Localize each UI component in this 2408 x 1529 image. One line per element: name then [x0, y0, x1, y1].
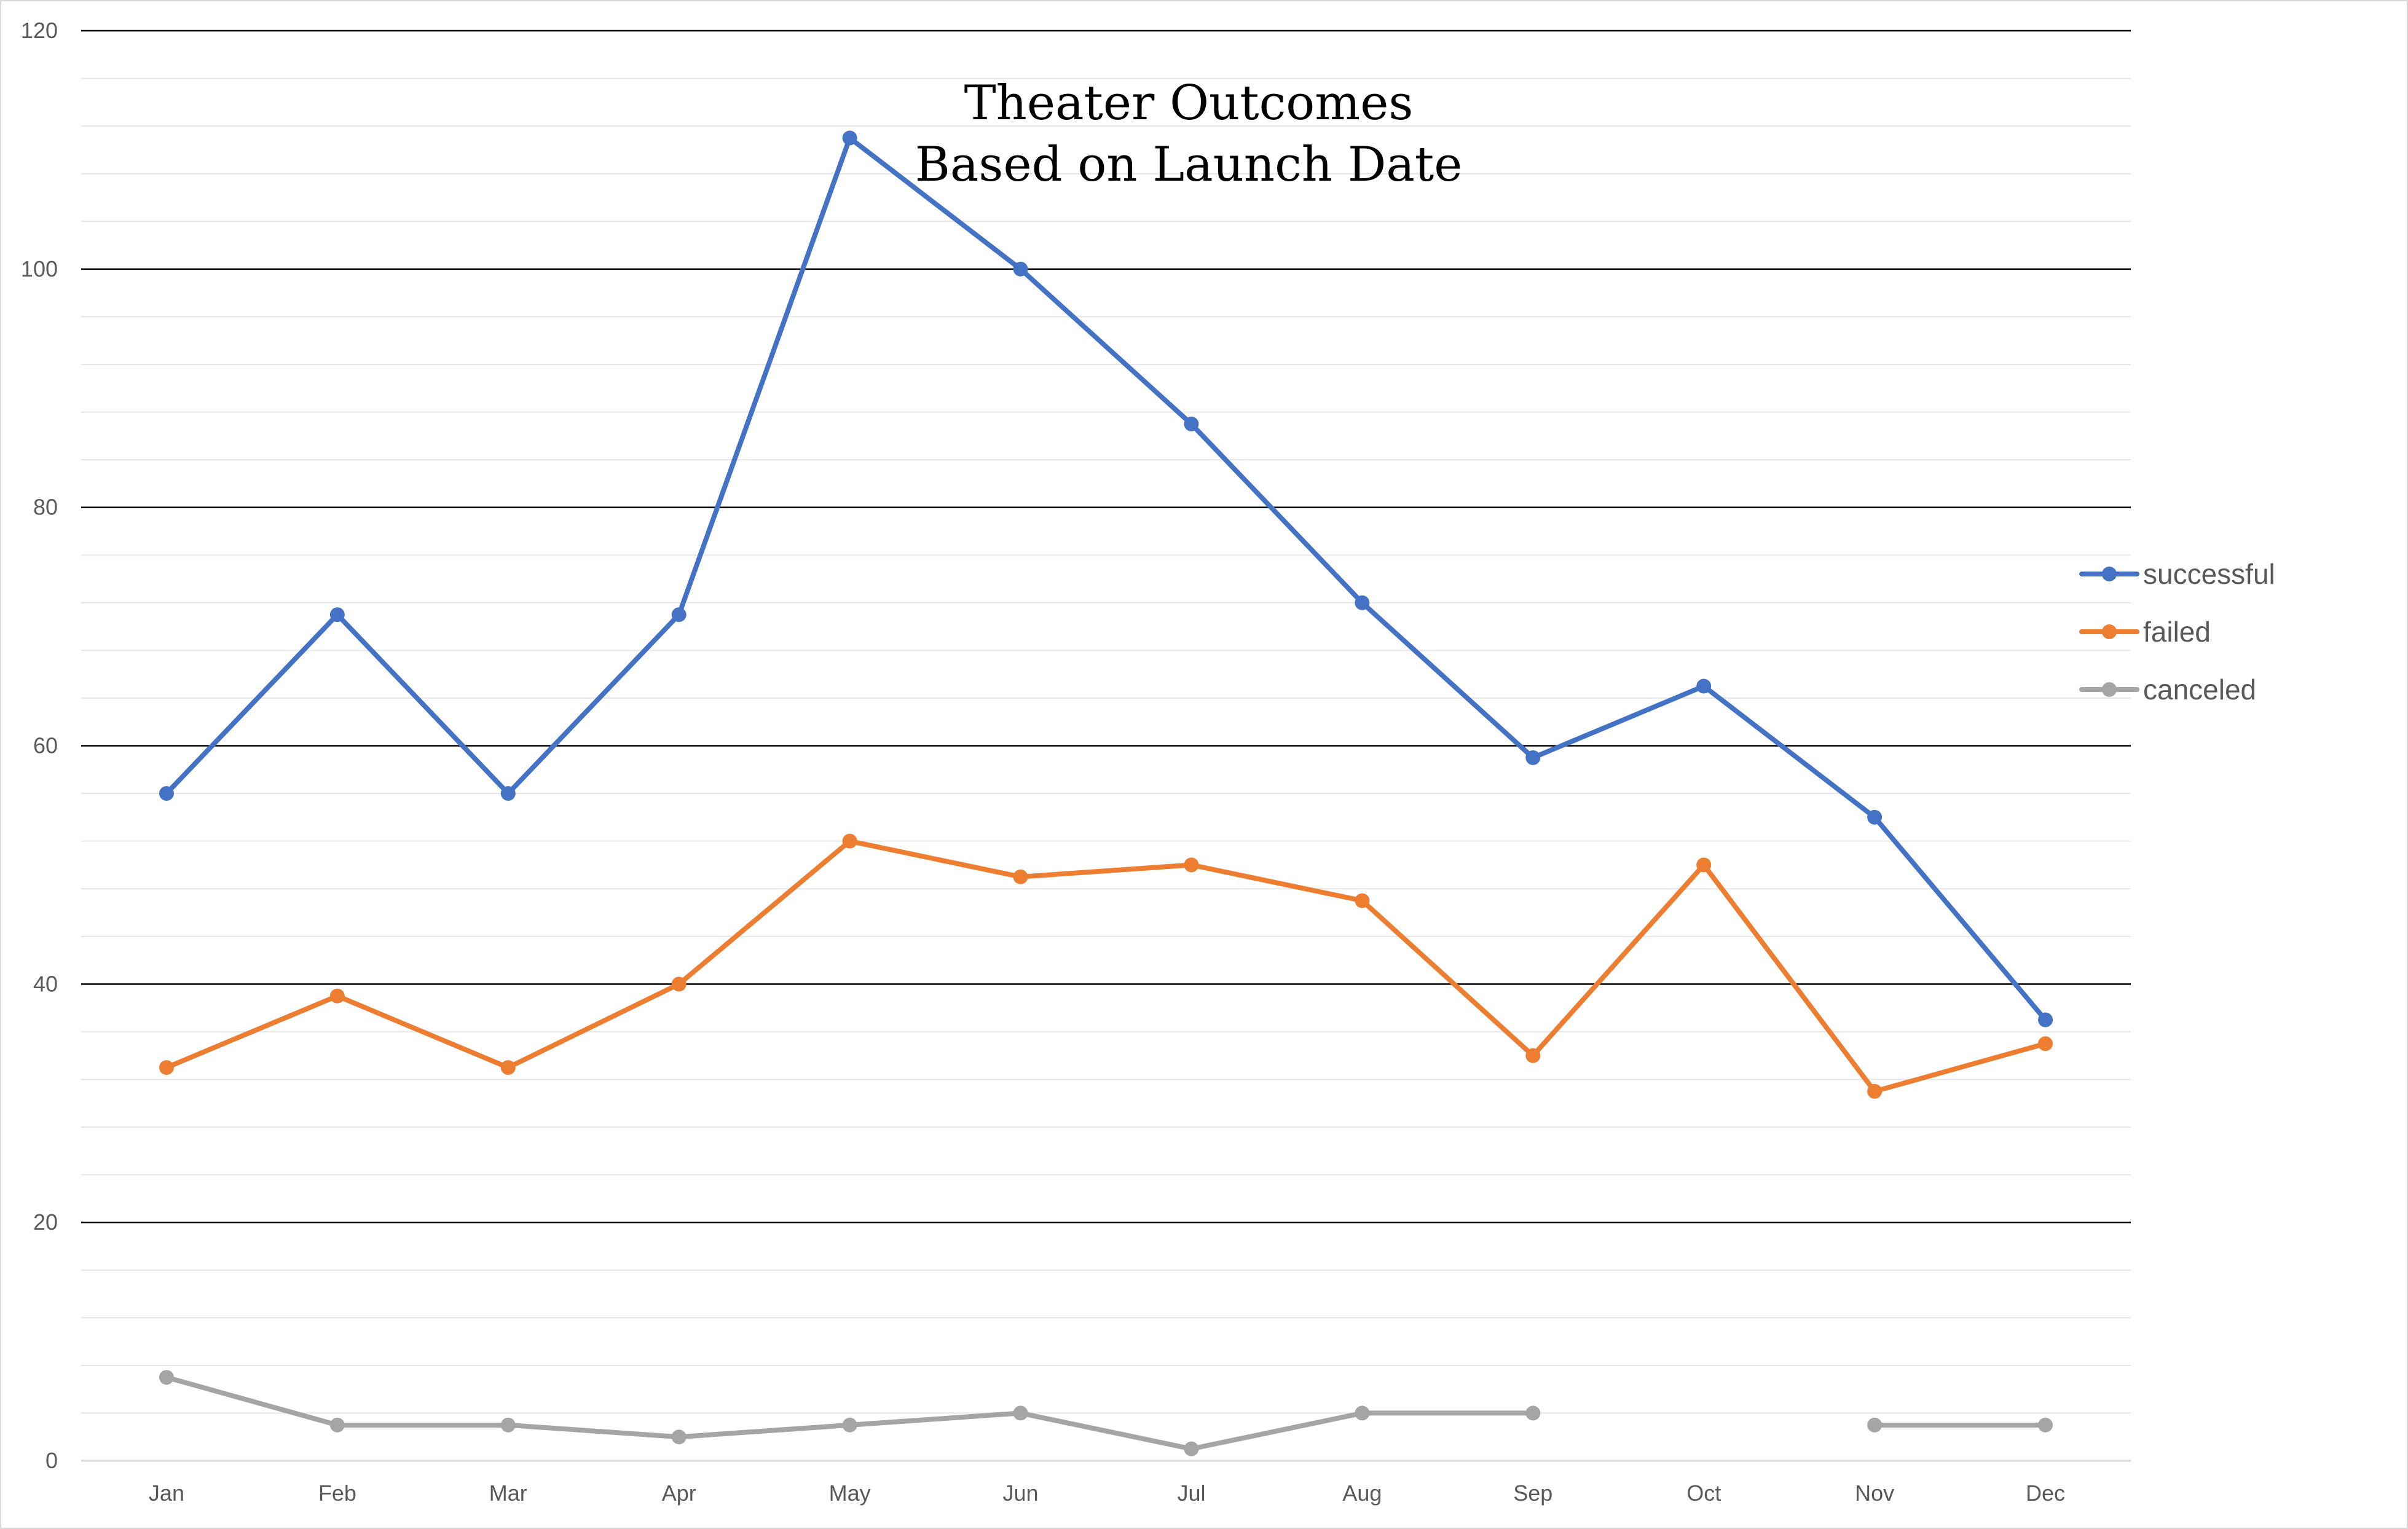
legend-label: successful: [2143, 558, 2275, 590]
x-tick-label: Mar: [489, 1480, 527, 1506]
data-point-failed: [329, 988, 345, 1004]
data-point-successful: [1525, 750, 1541, 765]
series-line-successful: [163, 135, 2048, 1023]
data-point-successful: [159, 786, 174, 801]
data-point-canceled: [2038, 1417, 2053, 1433]
chart-title-line-1: Theater Outcomes: [964, 76, 1414, 131]
data-point-canceled: [1867, 1417, 1883, 1433]
data-point-canceled: [1355, 1405, 1370, 1421]
y-axis-tick-labels: 0 20 40 60 80 100 120: [21, 18, 58, 1473]
x-tick-label: Jun: [1003, 1480, 1039, 1506]
y-tick-label: 100: [21, 256, 58, 281]
data-point-canceled: [1525, 1405, 1541, 1421]
x-tick-label: Sep: [1513, 1480, 1552, 1506]
x-tick-label: Jan: [149, 1480, 184, 1506]
data-point-failed: [159, 1060, 174, 1075]
x-tick-label: Aug: [1342, 1480, 1382, 1506]
data-point-failed: [2038, 1036, 2053, 1051]
x-tick-label: Nov: [1855, 1480, 1894, 1506]
data-point-successful: [671, 607, 687, 623]
y-tick-label: 20: [33, 1209, 58, 1235]
data-point-failed: [1696, 857, 1712, 873]
data-point-canceled: [159, 1370, 174, 1385]
chart-title: Theater Outcomes Based on Launch Date: [915, 76, 1463, 192]
x-tick-label: Apr: [662, 1480, 696, 1506]
legend-marker: [2102, 567, 2117, 581]
data-point-canceled: [671, 1429, 687, 1445]
data-point-successful: [2038, 1012, 2053, 1028]
series-successful: [159, 130, 2053, 1028]
data-point-canceled: [329, 1417, 345, 1433]
data-point-failed: [671, 977, 687, 992]
data-point-successful: [1013, 261, 1028, 277]
y-tick-label: 0: [45, 1448, 58, 1473]
legend-item-canceled: canceled: [2079, 674, 2256, 706]
data-point-successful: [1696, 678, 1712, 694]
data-point-successful: [500, 786, 516, 801]
series-canceled: [159, 1370, 2053, 1456]
x-tick-label: Dec: [2026, 1480, 2065, 1506]
data-point-failed: [1525, 1048, 1541, 1063]
legend: successful failed canceled: [2079, 558, 2275, 706]
grid-lines: [81, 29, 2131, 1462]
chart-title-line-2: Based on Launch Date: [915, 137, 1463, 192]
legend-marker: [2102, 682, 2117, 697]
data-point-failed: [1867, 1083, 1883, 1099]
legend-marker: [2102, 624, 2117, 639]
data-point-failed: [1013, 869, 1028, 884]
legend-label: canceled: [2143, 674, 2256, 706]
y-tick-label: 120: [21, 18, 58, 43]
data-point-failed: [500, 1060, 516, 1075]
data-point-successful: [1184, 416, 1199, 431]
legend-item-successful: successful: [2079, 558, 2275, 590]
data-point-failed: [1184, 857, 1199, 873]
data-point-canceled: [500, 1417, 516, 1433]
series-failed: [159, 833, 2053, 1099]
data-point-canceled: [842, 1417, 857, 1433]
series-line-failed: [163, 838, 2048, 1094]
data-point-successful: [329, 607, 345, 623]
y-tick-label: 60: [33, 733, 58, 758]
data-point-failed: [1355, 893, 1370, 908]
data-point-failed: [842, 833, 857, 849]
data-point-successful: [1867, 809, 1883, 825]
data-point-canceled: [1013, 1405, 1028, 1421]
legend-item-failed: failed: [2079, 616, 2211, 648]
y-tick-label: 80: [33, 495, 58, 520]
legend-label: failed: [2143, 616, 2211, 648]
y-tick-label: 40: [33, 971, 58, 996]
x-tick-label: May: [829, 1480, 871, 1506]
data-point-successful: [1355, 595, 1370, 610]
x-tick-label: Oct: [1686, 1480, 1721, 1506]
x-axis-tick-labels: Jan Feb Mar Apr May Jun Jul Aug Sep Oct Nov Dec: [149, 1480, 2065, 1506]
data-point-successful: [842, 130, 857, 146]
data-point-canceled: [1184, 1441, 1199, 1456]
series-layer: [159, 130, 2053, 1456]
x-tick-label: Jul: [1177, 1480, 1205, 1506]
x-tick-label: Feb: [318, 1480, 356, 1506]
